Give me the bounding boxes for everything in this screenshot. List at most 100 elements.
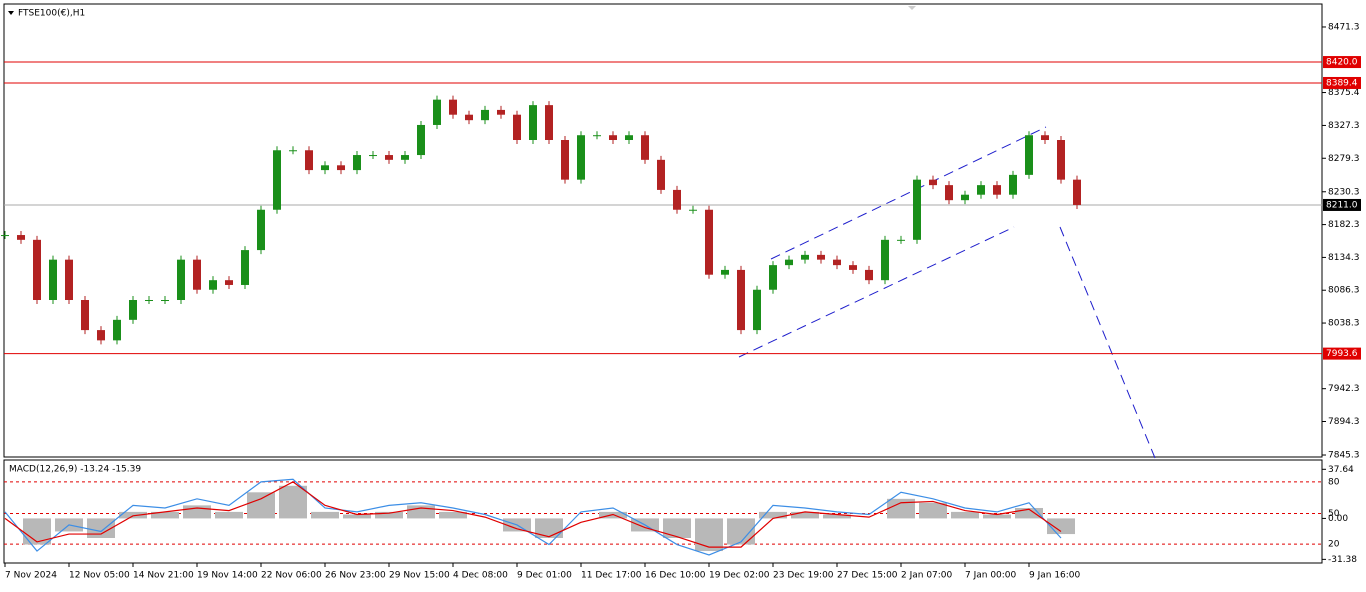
trend-channel (738, 126, 1156, 459)
candle (17, 235, 25, 240)
candle (225, 280, 233, 285)
candle (353, 155, 361, 171)
candle (273, 150, 281, 210)
level-label: 80 (1328, 477, 1340, 487)
x-tick-label: 14 Nov 21:00 (133, 571, 194, 581)
candle (177, 259, 185, 301)
candle (833, 259, 841, 266)
candle (417, 124, 425, 156)
candle (593, 135, 601, 137)
candle (641, 135, 649, 160)
y-tick-label: 37.64 (1328, 465, 1354, 475)
candle (529, 105, 537, 141)
y-tick-label: 8230.3 (1328, 187, 1360, 197)
y-tick-label: 8134.3 (1328, 253, 1360, 263)
candle (817, 254, 825, 260)
candle (945, 185, 953, 201)
level-label: 8389.4 (1326, 78, 1358, 88)
x-tick-label: 9 Dec 01:00 (517, 571, 572, 581)
histogram-bar (343, 514, 371, 519)
candle (193, 259, 201, 290)
y-tick-label: 8279.3 (1328, 154, 1360, 164)
menu-icon (8, 11, 14, 15)
y-tick-label: -31.38 (1328, 555, 1357, 565)
candle (545, 105, 553, 141)
histogram-bar (311, 511, 339, 519)
histogram-bar (215, 511, 243, 519)
candle (433, 99, 441, 125)
histogram-bar (23, 518, 51, 545)
candle (897, 239, 905, 241)
chart-title: FTSE100(€),H1 (18, 9, 85, 19)
main-line (4, 478, 1062, 556)
candle (161, 300, 169, 302)
candle (337, 165, 345, 171)
level-label: 20 (1328, 540, 1340, 550)
candle (689, 209, 697, 211)
x-tick-label: 19 Dec 02:00 (709, 571, 770, 581)
x-tick-label: 11 Dec 17:00 (581, 571, 642, 581)
candle (561, 140, 569, 180)
candle (33, 239, 41, 301)
candle (753, 289, 761, 331)
y-tick-label: 7942.3 (1328, 384, 1360, 394)
x-tick-label: 27 Dec 15:00 (837, 571, 898, 581)
x-tick-label: 22 Nov 06:00 (261, 571, 322, 581)
histogram-bar (791, 511, 819, 519)
candle (1, 235, 9, 237)
candle (785, 259, 793, 266)
candle (721, 269, 729, 275)
histogram-bar (407, 505, 435, 519)
histogram-bar (247, 492, 275, 519)
candle (401, 155, 409, 160)
candle (993, 185, 1001, 195)
shift-marker (908, 6, 916, 10)
signal-line (4, 481, 1062, 548)
candle (113, 319, 121, 341)
histogram-bar (599, 511, 627, 519)
macd-title: MACD(12,26,9) -13.24 -15.39 (9, 465, 141, 475)
candle (97, 330, 105, 341)
candle (801, 254, 809, 260)
candle (465, 114, 473, 121)
candle (449, 99, 457, 115)
y-tick-label: 8471.3 (1328, 22, 1360, 32)
candle (1041, 135, 1049, 141)
candle (705, 209, 713, 275)
x-tick-label: 23 Dec 19:00 (773, 571, 834, 581)
candle (129, 300, 137, 320)
y-tick-label: 8038.3 (1328, 319, 1360, 329)
level-label: 7993.6 (1326, 349, 1358, 359)
candle (769, 265, 777, 290)
y-tick-label: 8327.3 (1328, 121, 1360, 131)
candle (497, 109, 505, 115)
level-label: 8211.0 (1326, 200, 1358, 210)
level-label: 50 (1328, 509, 1340, 519)
candle (209, 280, 217, 290)
candle (65, 259, 73, 301)
candle (673, 189, 681, 210)
histogram-bar (1015, 507, 1043, 519)
price-pane (3, 3, 1323, 458)
histogram-bar (87, 518, 115, 538)
histogram-bar (983, 514, 1011, 519)
x-tick-label: 9 Jan 16:00 (1029, 571, 1081, 581)
histogram-bar (919, 502, 947, 519)
y-tick-label: 0.00 (1328, 514, 1348, 524)
candle (289, 150, 297, 152)
x-tick-label: 4 Dec 08:00 (453, 571, 508, 581)
histogram-bar (439, 511, 467, 519)
y-tick-label: 8375.4 (1328, 88, 1360, 98)
x-tick-label: 2 Jan 07:00 (901, 571, 953, 581)
candle (929, 179, 937, 186)
candle (881, 239, 889, 281)
histogram-bar (119, 511, 147, 519)
level-tag (1323, 198, 1361, 211)
level-tag (1323, 76, 1361, 89)
candle (305, 150, 313, 171)
candle (977, 185, 985, 195)
candle (577, 135, 585, 180)
candle (625, 135, 633, 141)
histogram-bar (279, 485, 307, 519)
